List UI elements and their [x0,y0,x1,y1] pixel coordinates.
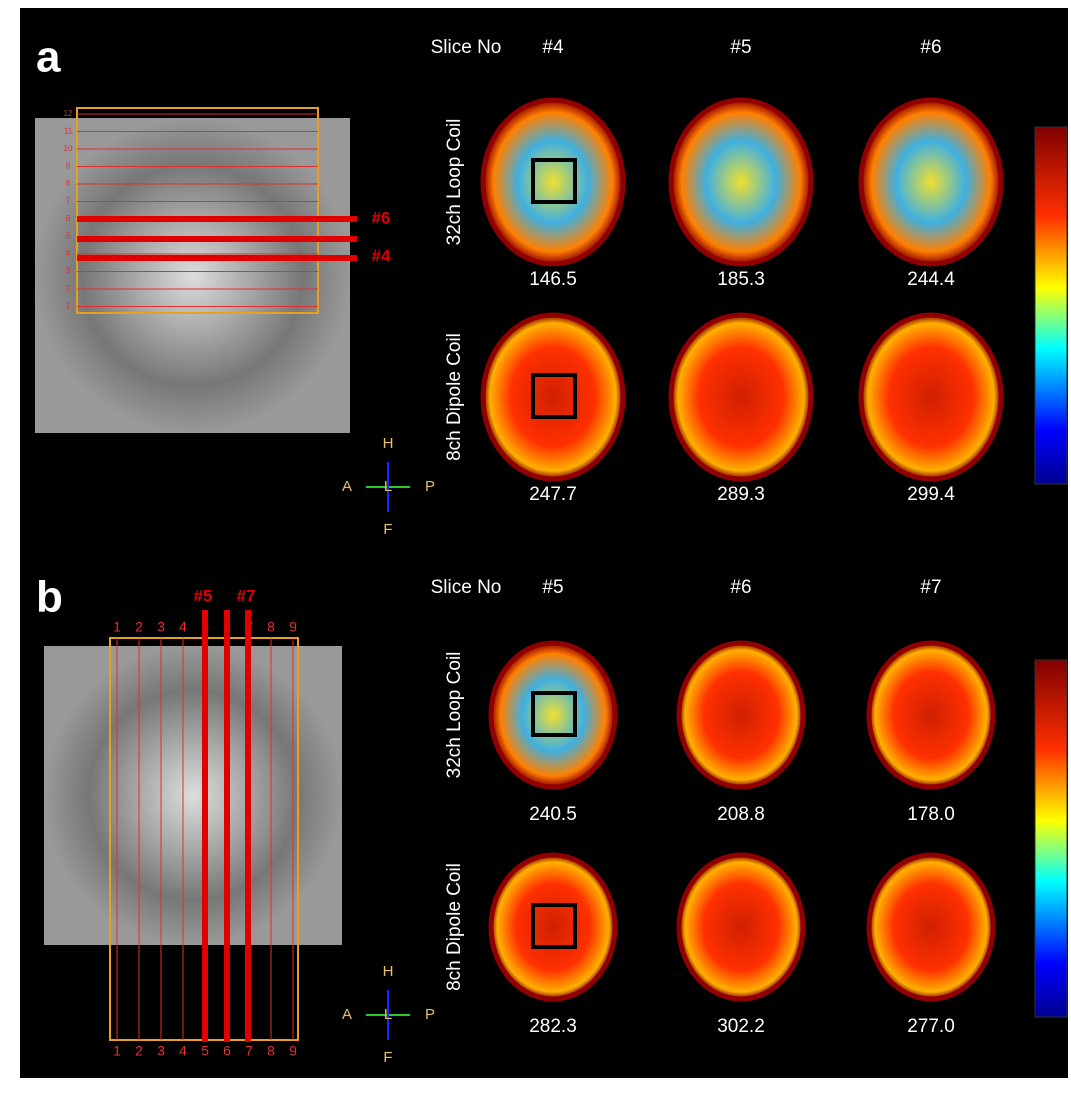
mri-slice [488,640,618,790]
panel-label: b [36,573,63,622]
mri-slice [488,852,618,1002]
orientation-label: P [425,1006,435,1023]
slice-marker: #7 [237,586,256,605]
line-number: 5 [201,1043,209,1059]
slice-value: 282.3 [529,1016,577,1037]
mri-slice [668,97,814,267]
row-label: 32ch Loop Coil [444,652,465,779]
mri-slice [858,312,1004,482]
mri-slice [480,97,626,267]
orientation-label: H [383,963,394,980]
panel-label: a [36,33,61,82]
row-label: 8ch Dipole Coil [444,333,465,461]
orientation-label: A [342,478,352,495]
slice-marker: #4 [372,246,391,265]
orientation-label: L [384,478,392,495]
slice-marker: #5 [194,586,213,605]
line-number: 10 [64,144,73,153]
slice-value: 277.0 [907,1016,955,1037]
orientation-label: L [384,1006,392,1023]
mri-slice [480,312,626,482]
row-label: 32ch Loop Coil [444,119,465,246]
line-number: 9 [289,1043,297,1059]
orientation-label: A [342,1006,352,1023]
line-number: 4 [179,1043,187,1059]
line-number: 6 [66,214,71,223]
slice-value: 240.5 [529,804,577,825]
colorbar [1034,659,1068,1018]
mri-slice [668,312,814,482]
line-number: 7 [66,197,71,206]
row-label: 8ch Dipole Coil [444,863,465,991]
line-number: 4 [179,619,187,635]
slice-value: 178.0 [907,804,955,825]
slice-number: #6 [730,577,751,598]
line-number: 7 [245,1043,253,1059]
line-number: 3 [66,267,71,276]
line-number: 2 [135,1043,143,1059]
slice-number: #5 [730,37,751,58]
slice-value: 208.8 [717,804,765,825]
line-number: 8 [267,619,275,635]
line-number: 6 [223,1043,231,1059]
line-number: 9 [289,619,297,635]
slice-number: #4 [542,37,564,58]
line-number: 3 [157,1043,165,1059]
line-number: 3 [157,619,165,635]
slice-value: 302.2 [717,1016,765,1037]
line-number: 9 [66,162,71,171]
colorbar [1034,126,1068,485]
orientation-label: F [383,1049,392,1066]
slice-value: 289.3 [717,484,765,505]
mri-slice [676,640,806,790]
line-number: 12 [64,109,73,118]
slice-number: #6 [920,37,941,58]
slice-number: #7 [920,577,941,598]
slice-value: 244.4 [907,269,955,290]
line-number: 1 [66,302,71,311]
line-number: 2 [135,619,143,635]
slice-marker: #6 [372,208,391,227]
line-number: 8 [66,179,71,188]
line-number: 1 [113,619,121,635]
line-number: 8 [267,1043,275,1059]
roi-box [531,903,577,949]
orientation-label: F [383,521,392,538]
mri-slice [676,852,806,1002]
roi-box [531,691,577,737]
line-number: 4 [66,249,71,258]
slice-value: 185.3 [717,269,765,290]
roi-box [531,158,577,204]
slice-number: #5 [542,577,563,598]
slice-header: Slice No [431,577,502,598]
orientation-label: H [383,435,394,452]
slice-value: 247.7 [529,484,577,505]
slice-value: 146.5 [529,269,577,290]
roi-box [531,373,577,419]
localizer-image [35,118,350,433]
line-number: 5 [66,232,71,241]
line-number: 1 [113,1043,121,1059]
mri-slice [858,97,1004,267]
orientation-label: P [425,478,435,495]
localizer-image [44,646,342,945]
mri-slice [866,852,996,1002]
slice-header: Slice No [431,37,502,58]
mri-slice [866,640,996,790]
line-number: 11 [64,127,73,136]
slice-value: 299.4 [907,484,955,505]
line-number: 2 [66,284,71,293]
slice-box [76,107,319,314]
